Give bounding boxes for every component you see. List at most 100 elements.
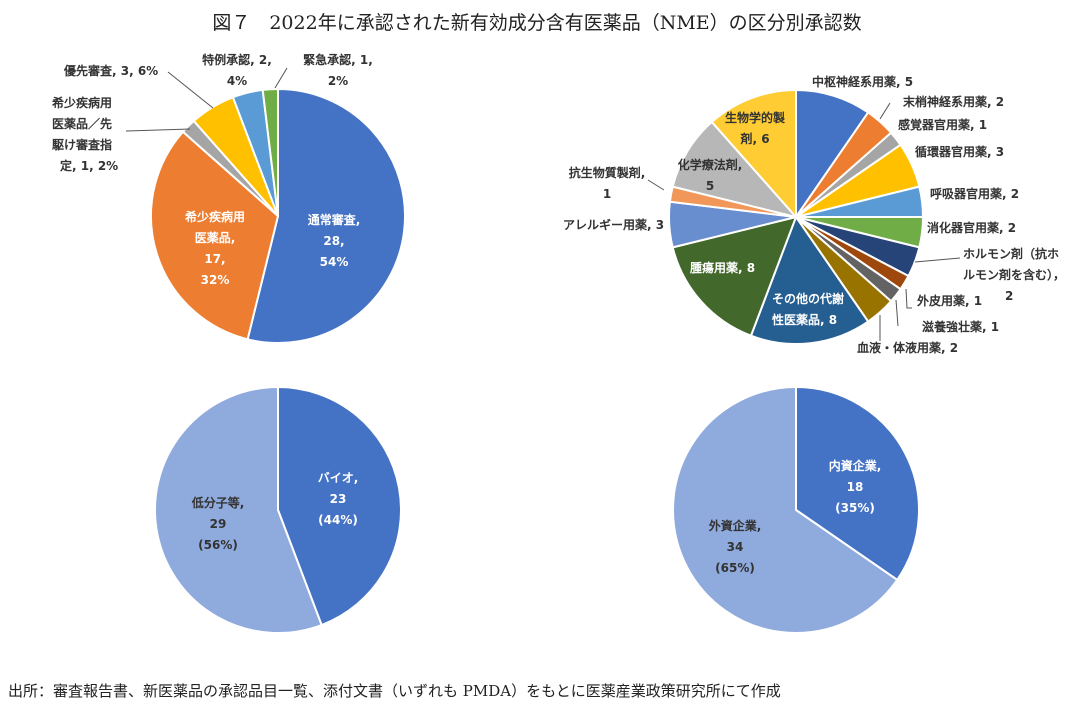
slice-label-small: 低分子等, 29 (56%)	[176, 493, 260, 556]
pie-slice-6	[261, 87, 279, 217]
label-line: 緊急承認, 1,	[303, 53, 373, 67]
label-line: 腫瘍用薬, 8	[690, 261, 756, 275]
leader-line	[647, 179, 665, 191]
leader-line	[895, 299, 899, 327]
label-line: 低分子等,	[191, 496, 245, 510]
leader-line	[905, 288, 912, 309]
pie-slice-1	[795, 385, 920, 582]
slice-label-chusu: 中枢神経系用薬, 5	[812, 72, 913, 93]
pie-slice-2	[154, 385, 323, 634]
pie-slice-11	[749, 214, 870, 345]
label-line: バイオ,	[317, 471, 359, 485]
source-note: 出所：審査報告書、新医薬品の承認品目一覧、添付文書（いずれも PMDA）をもとに…	[8, 682, 781, 700]
slice-label-tsujo: 通常審査, 28, 54%	[296, 210, 372, 273]
label-line: 希少疾病用	[184, 210, 245, 224]
label-line: 希少疾病用	[52, 96, 113, 110]
slice-label-gaihi: 外皮用薬, 1	[917, 291, 982, 312]
label-line: 2	[1005, 289, 1014, 303]
slice-label-kokyu: 呼吸器官用薬, 2	[930, 184, 1019, 205]
label-line: 化学療法剤,	[677, 158, 743, 172]
slice-label-tokurei: 特例承認, 2, 4%	[192, 50, 282, 92]
label-line: (56%)	[198, 538, 238, 552]
label-line: 29	[209, 517, 227, 531]
pie-slice-2	[150, 130, 280, 341]
label-line: 滋養強壮薬, 1	[922, 320, 1000, 334]
leader-line	[125, 128, 191, 132]
slice-label-sakigake: 希少疾病用 医薬品／先 駆け審査指 定, 1, 2%	[52, 93, 118, 177]
pie-chart-1	[150, 87, 406, 344]
slice-label-kosei: 抗生物質製剤, 1	[562, 163, 652, 205]
label-line: 特例承認, 2,	[202, 53, 272, 67]
label-line: 生物学的製	[724, 111, 785, 125]
pie-slice-12	[671, 215, 798, 338]
label-line: (35%)	[835, 501, 875, 515]
label-line: 4%	[226, 74, 248, 88]
slice-label-ketsueki: 血液・体液用薬, 2	[857, 338, 958, 359]
label-line: 消化器官用薬, 2	[927, 221, 1017, 235]
label-line: ルモン剤を含む），	[963, 268, 1066, 282]
label-line: 駆け審査指	[52, 138, 113, 152]
label-line: 感覚器官用薬, 1	[898, 118, 988, 132]
label-line: 23	[329, 492, 347, 506]
label-line: その他の代謝	[772, 292, 845, 306]
label-line: 28,	[323, 234, 345, 248]
leader-lines	[125, 67, 961, 341]
label-line: (65%)	[715, 561, 755, 575]
label-line: 外資企業,	[708, 519, 762, 533]
pie-slice-2	[672, 385, 899, 634]
label-line: 医薬品／先	[52, 117, 113, 131]
slice-label-bio: バイオ, 23 (44%)	[300, 468, 376, 531]
figure-title: 図７ 2022年に承認された新有効成分含有医薬品（NME）の区分別承認数	[212, 12, 862, 34]
slice-label-junkan: 循環器官用薬, 3	[915, 142, 1004, 163]
label-line: 通常審査,	[307, 213, 361, 227]
label-line: 18	[846, 480, 864, 494]
label-line: 医薬品,	[194, 231, 236, 245]
pie-slice-1	[246, 87, 406, 344]
slice-label-kinkyu: 緊急承認, 1, 2%	[290, 50, 386, 92]
label-line: (44%)	[318, 513, 358, 527]
pie-chart-2	[668, 88, 925, 345]
leader-line	[274, 67, 288, 89]
pie-slice-16	[710, 88, 797, 220]
slice-label-allergy: アレルギー用薬, 3	[563, 215, 664, 236]
label-line: 血液・体液用薬, 2	[857, 341, 959, 355]
slice-label-shuyo: 腫瘍用薬, 8	[690, 258, 755, 279]
label-line: 34	[726, 540, 744, 554]
pie-chart-4	[672, 385, 920, 634]
label-line: 54%	[319, 255, 349, 269]
slice-label-shoka: 消化器官用薬, 2	[927, 218, 1016, 239]
label-line: 性医薬品, 8	[772, 313, 838, 327]
label-line: 定, 1, 2%	[60, 159, 119, 173]
slice-label-gaishi: 外資企業, 34 (65%)	[692, 516, 778, 579]
slice-label-taisha: その他の代謝 性医薬品, 8	[772, 289, 844, 331]
slice-label-jiyo: 滋養強壮薬, 1	[922, 317, 999, 338]
slice-label-hormone: ホルモン剤（抗ホ ルモン剤を含む）， 2	[963, 244, 1065, 307]
label-line: 循環器官用薬, 3	[915, 145, 1005, 159]
slice-label-kankaku: 感覚器官用薬, 1	[898, 115, 987, 136]
pie-slice-1	[277, 385, 402, 627]
label-line: 32%	[200, 273, 230, 287]
slice-label-masho: 末梢神経系用薬, 2	[903, 92, 1004, 113]
slice-label-yusen: 優先審査, 3, 6%	[64, 61, 158, 82]
label-line: 内資企業,	[828, 459, 882, 473]
label-line: 2%	[327, 74, 349, 88]
label-line: 剤, 6	[740, 132, 770, 146]
label-line: 17,	[204, 252, 226, 266]
label-line: 呼吸器官用薬, 2	[930, 187, 1020, 201]
label-line: 末梢神経系用薬, 2	[903, 95, 1005, 109]
slice-label-seibutsu: 生物学的製 剤, 6	[715, 108, 795, 150]
slice-label-kisho: 希少疾病用 医薬品, 17, 32%	[172, 207, 258, 291]
pie-chart-3	[154, 385, 402, 634]
leader-line	[914, 257, 961, 263]
label-line: 中枢神経系用薬, 5	[812, 75, 914, 89]
label-line: ホルモン剤（抗ホ	[963, 247, 1060, 261]
label-line: 1	[602, 187, 612, 201]
pie-slice-1	[795, 88, 870, 221]
label-line: アレルギー用薬, 3	[563, 218, 665, 232]
slice-label-kagaku: 化学療法剤, 5	[672, 155, 748, 197]
pie-slice-15	[671, 120, 799, 219]
leader-line	[167, 71, 214, 109]
label-line: 外皮用薬, 1	[917, 294, 983, 308]
leader-line	[879, 102, 891, 120]
